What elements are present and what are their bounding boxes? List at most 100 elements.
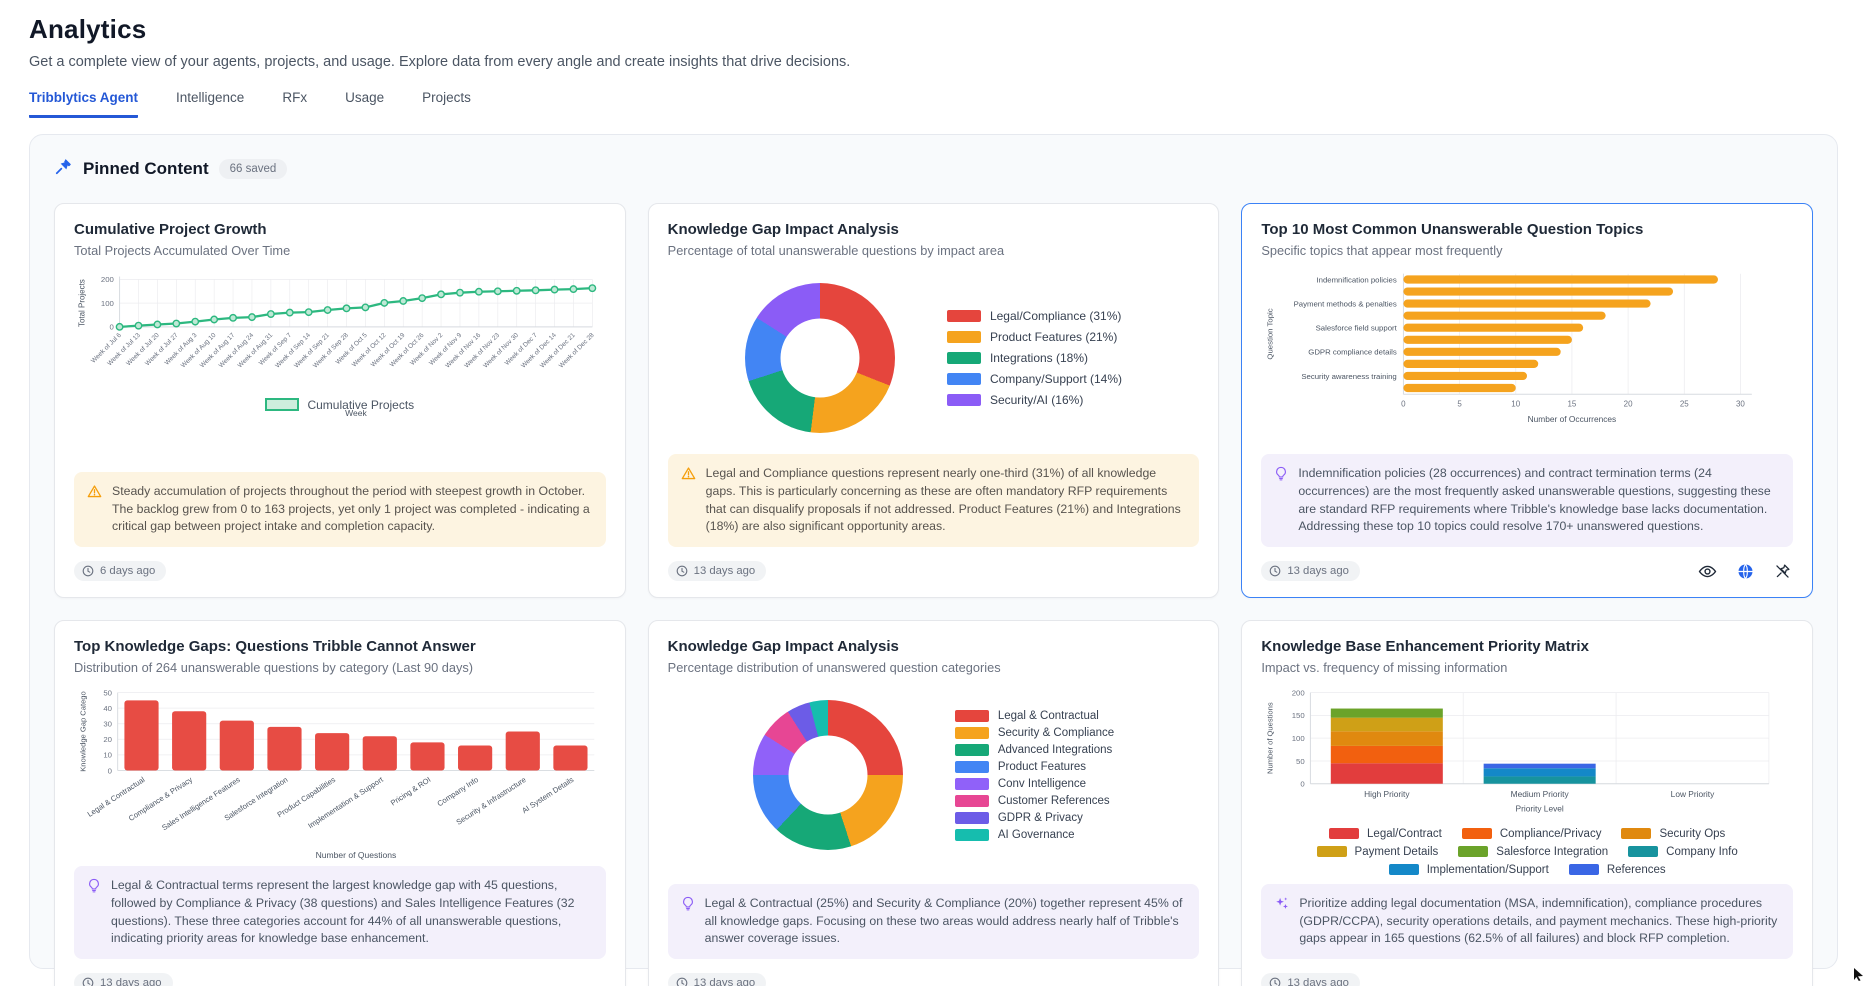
card-subtitle: Percentage of total unanswerable questio… <box>667 243 1005 258</box>
legend-item: AI Governance <box>954 828 1114 841</box>
insight-text: Legal & Contractual (25%) and Security &… <box>704 895 1183 946</box>
svg-text:100: 100 <box>1292 734 1306 743</box>
svg-text:Knowledge Gap Catego: Knowledge Gap Catego <box>78 692 87 772</box>
legend-item: Payment Details <box>1316 846 1438 858</box>
insight-box: Steady accumulation of projects througho… <box>74 471 606 548</box>
svg-text:Priority Level: Priority Level <box>1516 804 1564 814</box>
clock-icon <box>676 977 688 986</box>
page-title: Analytics <box>29 14 147 44</box>
svg-text:Company Info: Company Info <box>436 775 480 808</box>
svg-text:Implementation & Support: Implementation & Support <box>306 775 385 831</box>
svg-text:Number of Questions: Number of Questions <box>1266 702 1275 774</box>
legend-item: Security & Compliance <box>954 726 1114 739</box>
saved-count-badge: 66 saved <box>218 159 288 179</box>
card-knowledge-gap-impact-2[interactable]: Knowledge Gap Impact Analysis Percentage… <box>647 620 1220 986</box>
svg-text:Medium Priority: Medium Priority <box>1511 789 1570 799</box>
donut-chart: Legal/Compliance (31%) Product Features (… <box>668 272 1200 444</box>
bar-chart: 0 10 20 30 40 50 Legal & Contractual Compliance… <box>74 685 606 863</box>
svg-text:25: 25 <box>1680 400 1689 409</box>
svg-text:Number of Occurrences: Number of Occurrences <box>1528 414 1617 424</box>
clock-icon <box>1269 977 1281 986</box>
svg-text:50: 50 <box>103 689 112 698</box>
legend-item: Advanced Integrations <box>954 743 1114 756</box>
card-top-10-unanswerable-topics[interactable]: Top 10 Most Common Unanswerable Question… <box>1241 203 1813 599</box>
card-title: Top 10 Most Common Unanswerable Question… <box>1261 221 1644 238</box>
card-title: Top Knowledge Gaps: Questions Tribble Ca… <box>74 638 476 656</box>
clock-icon <box>82 565 94 577</box>
svg-text:Question Topic: Question Topic <box>1266 308 1275 359</box>
card-footer: 13 days ago <box>667 970 1200 986</box>
card-footer: 13 days ago <box>1261 558 1793 584</box>
globe-icon[interactable] <box>1735 561 1756 582</box>
age-badge: 13 days ago <box>74 973 173 986</box>
legend-swatch <box>265 398 300 412</box>
svg-text:30: 30 <box>103 720 112 729</box>
svg-text:0: 0 <box>110 323 115 332</box>
tab-intelligence[interactable]: Intelligence <box>176 90 245 105</box>
donut-legend: Legal & Contractual Security & Compliance… <box>954 709 1114 841</box>
hbar-chart: 0 5 10 15 20 25 30 Indemnification policies Paym… <box>1261 268 1793 426</box>
card-footer: 13 days ago <box>1261 970 1793 986</box>
legend-item: Salesforce Integration <box>1458 846 1608 858</box>
age-badge: 13 days ago <box>1261 561 1360 582</box>
svg-text:30: 30 <box>1736 400 1745 409</box>
line-chart-legend: Cumulative Projects <box>74 398 606 412</box>
card-subtitle: Distribution of 264 unanswerable questio… <box>74 660 474 676</box>
svg-text:Sales Intelligence Features: Sales Intelligence Features <box>160 775 242 832</box>
card-knowledge-gap-impact-1[interactable]: Knowledge Gap Impact Analysis Percentage… <box>647 203 1220 599</box>
age-text: 13 days ago <box>693 977 756 986</box>
svg-text:Indemnification policies: Indemnification policies <box>1317 275 1397 284</box>
svg-text:100: 100 <box>101 299 115 308</box>
svg-text:Number of Questions: Number of Questions <box>316 850 397 860</box>
unpin-icon[interactable] <box>1772 561 1793 582</box>
card-footer: 6 days ago <box>74 558 606 584</box>
card-title: Knowledge Base Enhancement Priority Matr… <box>1261 638 1589 656</box>
svg-text:Low Priority: Low Priority <box>1671 789 1715 799</box>
legend-item: GDPR & Privacy <box>954 811 1114 824</box>
eye-icon[interactable] <box>1696 562 1719 581</box>
card-footer: 13 days ago <box>74 970 606 986</box>
insight-box: Prioritize adding legal documentation (M… <box>1261 883 1793 960</box>
svg-text:Week of Dec 28: Week of Dec 28 <box>558 332 596 370</box>
age-badge: 13 days ago <box>667 973 767 986</box>
svg-text:50: 50 <box>1296 757 1305 766</box>
legend-item: Product Features <box>954 760 1114 773</box>
tab-usage[interactable]: Usage <box>345 90 385 105</box>
tab-tribblytics-agent[interactable]: Tribblytics Agent <box>29 90 139 118</box>
age-badge: 13 days ago <box>667 561 767 582</box>
svg-text:20: 20 <box>103 735 112 744</box>
svg-text:40: 40 <box>103 704 112 713</box>
tab-rfx[interactable]: RFx <box>282 90 308 105</box>
donut-chart: Legal & Contractual Security & Compliance… <box>668 689 1200 861</box>
svg-text:20: 20 <box>1624 400 1633 409</box>
clock-icon <box>82 977 94 986</box>
legend-item: Conv Intelligence <box>954 777 1114 790</box>
card-title: Cumulative Project Growth <box>74 221 267 238</box>
legend-item: Legal/Contract <box>1329 828 1442 840</box>
svg-text:10: 10 <box>103 751 112 760</box>
card-subtitle: Impact vs. frequency of missing informat… <box>1261 660 1508 676</box>
card-subtitle: Specific topics that appear most frequen… <box>1261 243 1503 258</box>
warning-icon <box>681 466 696 536</box>
tab-projects[interactable]: Projects <box>422 90 471 105</box>
legend-item: References <box>1568 864 1666 876</box>
legend-item: Company Info <box>1628 846 1738 858</box>
age-text: 13 days ago <box>100 977 162 986</box>
tab-bar: Tribblytics Agent Intelligence RFx Usage… <box>29 90 1838 118</box>
legend-item: Security Ops <box>1621 828 1725 840</box>
svg-text:AI System Details: AI System Details <box>520 775 575 815</box>
legend-item: Implementation/Support <box>1388 864 1549 876</box>
lightbulb-icon <box>1274 466 1288 536</box>
insight-text: Prioritize adding legal documentation (M… <box>1299 895 1778 946</box>
svg-text:150: 150 <box>1292 712 1306 721</box>
card-top-knowledge-gaps[interactable]: Top Knowledge Gaps: Questions Tribble Ca… <box>54 620 626 986</box>
insight-box: Legal & Contractual (25%) and Security &… <box>667 883 1200 960</box>
donut-ring <box>752 700 903 851</box>
age-badge: 13 days ago <box>1261 973 1360 986</box>
stacked-bar-chart: 0 50 100 150 200 High Priority Medium Priority… <box>1261 685 1793 826</box>
insight-box: Legal and Compliance questions represent… <box>667 454 1200 548</box>
card-cumulative-project-growth[interactable]: Cumulative Project Growth Total Projects… <box>54 203 626 599</box>
card-priority-matrix[interactable]: Knowledge Base Enhancement Priority Matr… <box>1241 620 1813 986</box>
svg-text:Security awareness training: Security awareness training <box>1302 372 1397 381</box>
insight-box: Indemnification policies (28 occurrences… <box>1261 454 1793 548</box>
